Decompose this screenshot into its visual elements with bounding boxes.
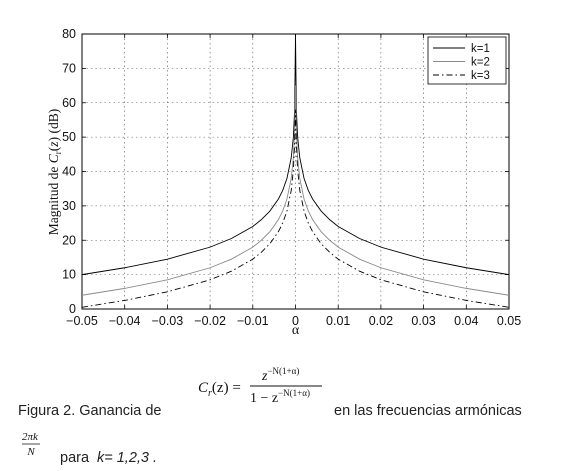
caption-k-values: k= 1,2,3 . (97, 450, 157, 466)
x-axis-label: α (292, 323, 300, 338)
svg-text:z−N(1+α): z−N(1+α) (261, 366, 299, 384)
y-tick-label: 50 (62, 130, 76, 144)
legend-label: k=3 (471, 70, 490, 82)
formula-denominator-exp: −N(1+α) (278, 388, 310, 398)
y-axis-label-symbol: C (46, 153, 61, 163)
grid (82, 34, 509, 309)
series-line-k3 (81, 109, 510, 308)
caption-para: para (60, 450, 90, 466)
caption-formula: Cr(z) = z−N(1+α) 1 − z−N(1+α) 2πk N (22, 366, 322, 458)
x-tick-label: 0.05 (497, 314, 521, 328)
x-tick-label: −0.01 (237, 314, 269, 328)
series-line-k2 (81, 85, 510, 296)
caption-prefix: Figura 2. Ganancia de (18, 403, 161, 419)
x-tick-label: −0.04 (109, 314, 141, 328)
formula-lhs: C (198, 380, 209, 396)
x-tick-label: −0.03 (152, 314, 184, 328)
formula-numerator: z (261, 369, 268, 384)
svg-text:Magnitud de Cr(z) (dB): Magnitud de Cr(z) (dB) (46, 109, 63, 235)
y-tick-label: 40 (62, 165, 76, 179)
formula-lhs-sub: r (208, 388, 212, 399)
y-tick-label: 0 (69, 302, 76, 316)
y-tick-label: 70 (62, 61, 76, 75)
y-tick-label: 60 (62, 96, 76, 110)
formula-lhs-arg: (z) = (212, 380, 241, 396)
y-tick-label: 20 (62, 233, 76, 247)
svg-text:Cr(z) =: Cr(z) = (198, 380, 241, 399)
svg-text:1 − z−N(1+α): 1 − z−N(1+α) (250, 388, 310, 406)
formula-denominator: 1 − z (250, 391, 278, 406)
y-tick-label: 10 (62, 268, 76, 282)
x-tick-label: 0.04 (454, 314, 478, 328)
harmonic-numerator: 2πk (22, 431, 39, 443)
formula-numerator-exp: −N(1+α) (267, 366, 299, 376)
y-axis-label-prefix: Magnitud de (46, 163, 61, 235)
y-axis-ticks: 0 10 20 30 40 50 60 70 80 (62, 27, 509, 316)
x-axis-ticks: −0.05 −0.04 −0.03 −0.02 −0.01 0 0.01 0.02 0.03 0.… (66, 34, 521, 328)
legend: k=1 k=2k=3 (427, 36, 507, 85)
legend-label: k=1 (471, 43, 490, 55)
legend-box (427, 36, 507, 85)
y-tick-label: 80 (62, 27, 76, 41)
x-tick-label: 0.01 (326, 314, 350, 328)
y-tick-label: 30 (62, 199, 76, 213)
y-axis-label: Magnitud de Cr(z) (dB) (46, 109, 63, 235)
y-axis-label-suffix: (z) (dB) (46, 109, 61, 151)
x-tick-label: −0.02 (194, 314, 226, 328)
caption-suffix: en las frecuencias armónicas (334, 403, 522, 419)
harmonic-denominator: N (26, 446, 35, 458)
x-tick-label: 0.02 (369, 314, 393, 328)
y-axis-label-sub: r (53, 151, 63, 154)
legend-label: k=2 (471, 57, 490, 69)
x-tick-label: −0.05 (66, 314, 98, 328)
x-tick-label: 0.03 (411, 314, 435, 328)
x-tick-label: 0 (292, 314, 299, 328)
